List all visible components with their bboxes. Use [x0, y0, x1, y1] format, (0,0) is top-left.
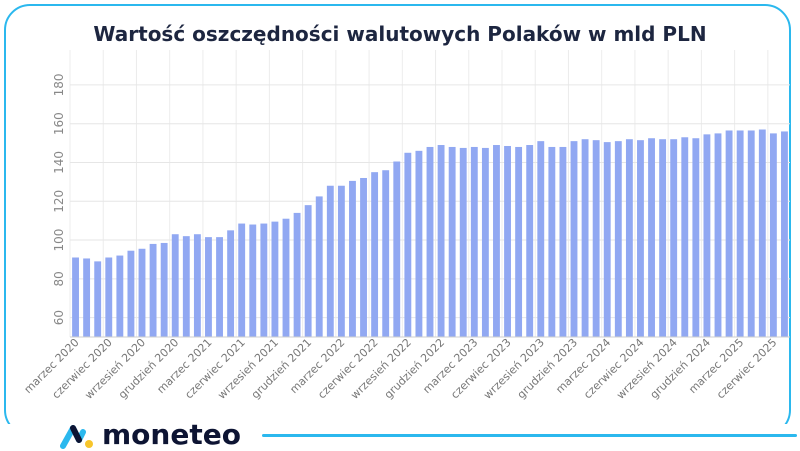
- bar: [182, 236, 190, 337]
- bar: [747, 130, 755, 337]
- brand-divider: [262, 434, 797, 437]
- bar: [548, 146, 556, 337]
- bar: [637, 140, 644, 337]
- bar: [138, 248, 146, 337]
- bar: [758, 129, 766, 337]
- bar: [526, 145, 534, 337]
- bar: [725, 130, 733, 337]
- moneteo-logo: moneteo: [60, 418, 280, 451]
- bar: [360, 177, 367, 337]
- bar: [304, 205, 312, 337]
- bar: [326, 185, 334, 337]
- bar: [271, 221, 279, 337]
- bar: [670, 139, 678, 337]
- bar: [404, 152, 412, 337]
- x-tick-label: czerwiec 2025: [714, 336, 779, 401]
- y-tick-label: 100: [52, 229, 66, 252]
- bar: [171, 234, 179, 337]
- bar: [692, 138, 700, 337]
- bar: [393, 161, 401, 337]
- bar: [470, 146, 478, 337]
- bar: [592, 140, 600, 337]
- bar: [493, 145, 500, 337]
- bar: [382, 170, 390, 337]
- bar: [205, 237, 212, 337]
- bar: [559, 146, 567, 337]
- bar: [371, 172, 379, 337]
- y-tick-label: 80: [52, 271, 66, 286]
- y-tick-label: 180: [52, 73, 66, 96]
- bar: [260, 223, 268, 337]
- bar: [216, 237, 223, 337]
- bar: [349, 180, 356, 337]
- bar: [160, 242, 168, 337]
- bar: [515, 146, 523, 337]
- bar: [238, 223, 246, 337]
- y-tick-label: 60: [52, 310, 66, 325]
- bar: [105, 257, 113, 337]
- bar: [149, 243, 157, 337]
- bar: [282, 218, 290, 337]
- bar: [415, 150, 423, 337]
- bar: [72, 257, 79, 337]
- chart-title: Wartość oszczędności walutowych Polaków …: [93, 22, 707, 46]
- bar: [437, 145, 445, 337]
- bar: [736, 130, 744, 337]
- bar: [659, 139, 667, 337]
- bar: [127, 250, 135, 337]
- bar: [625, 139, 633, 337]
- bar: [448, 146, 456, 337]
- bar: [648, 138, 655, 337]
- brand-name: moneteo: [102, 418, 241, 451]
- bar: [537, 141, 545, 337]
- y-tick-label: 160: [52, 112, 66, 135]
- bar: [570, 141, 578, 337]
- bar: [116, 255, 124, 337]
- bar: [781, 131, 788, 337]
- bar: [94, 261, 102, 337]
- bar: [337, 185, 345, 337]
- bar: [426, 146, 434, 337]
- bar: [193, 234, 201, 337]
- moneteo-logo-icon: [60, 425, 93, 449]
- bar: [293, 212, 301, 337]
- bar: [681, 137, 689, 337]
- bar: [769, 133, 777, 337]
- bar: [315, 196, 323, 337]
- bar: [83, 258, 91, 337]
- bar: [504, 145, 511, 337]
- bar: [481, 147, 489, 337]
- bar: [703, 134, 711, 337]
- y-tick-label: 120: [52, 190, 66, 213]
- bar: [227, 230, 235, 337]
- y-tick-label: 140: [52, 151, 66, 174]
- bar: [714, 133, 722, 337]
- bar: [249, 224, 257, 337]
- bar: [459, 147, 467, 337]
- bar: [581, 139, 589, 337]
- bar: [614, 141, 622, 337]
- bar: [603, 142, 611, 337]
